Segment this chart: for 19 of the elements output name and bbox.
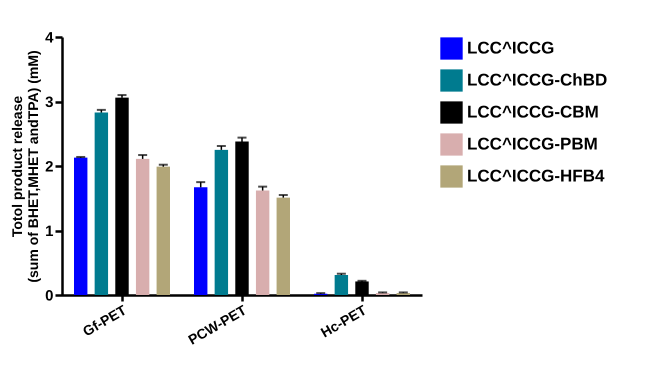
legend-label: LCC^ICCG (467, 38, 554, 58)
y-tick-label: 1 (45, 223, 54, 240)
y-tick-label: 3 (45, 94, 54, 111)
bar (194, 187, 208, 295)
bar (276, 198, 290, 295)
y-tick-label: 4 (45, 30, 54, 46)
bar (156, 166, 170, 295)
bar (136, 158, 150, 295)
bar (214, 150, 228, 295)
y-tick-label: 0 (45, 288, 54, 304)
legend-label: LCC^ICCG-ChBD (467, 70, 608, 90)
bar (256, 190, 270, 295)
y-tick-label: 2 (45, 158, 54, 176)
legend-label: LCC^ICCG-HFB4 (467, 166, 605, 186)
bar (74, 158, 88, 295)
legend-label: LCC^ICCG-CBM (467, 102, 599, 122)
legend-label: LCC^ICCG-PBM (467, 134, 598, 154)
bar (334, 275, 348, 295)
y-axis-title: Totol product release (sum of BHET,MHET andTPA) (mM) (9, 50, 42, 283)
